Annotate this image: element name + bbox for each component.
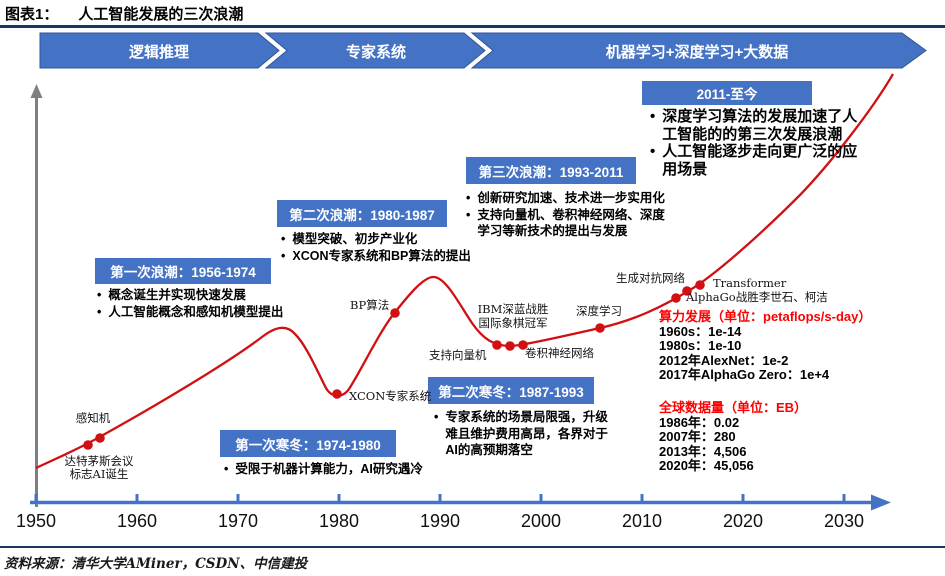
list-item: • 深度学习算法的发展加速了人工智能的的第三次发展浪潮	[650, 108, 858, 143]
figure-number: 图表1：	[5, 6, 59, 23]
bullet-icon: •	[466, 207, 471, 222]
list-item: • XCON专家系统和BP算法的提出	[281, 248, 471, 263]
annotation-cnn: 卷积神经网络	[525, 346, 594, 360]
compute-stats-title: 算力发展（单位：petaflops/s-day）	[659, 309, 872, 324]
bullet-icon: •	[281, 232, 286, 246]
winter1-title-box: 第一次寒冬：1974-1980	[220, 430, 396, 457]
wave1-bullets: • 概念诞生并实现快速发展 • 人工智能概念和感知机模型提出	[92, 287, 327, 320]
figure-header: 图表1： 人工智能发展的三次浪潮	[5, 3, 243, 24]
winter2-title-box: 第二次寒冬：1987-1993	[428, 377, 594, 404]
ai-development-curve	[35, 73, 894, 470]
bullet-icon: •	[650, 143, 656, 160]
bullet-icon: •	[97, 304, 102, 319]
bullet-icon: •	[466, 191, 471, 205]
wave2-title-box: 第二次浪潮：1980-1987	[277, 200, 447, 227]
banner-label-expert-systems: 专家系统	[345, 44, 407, 61]
annotation-perceptron: 感知机	[75, 411, 111, 425]
event-dot-svm	[492, 340, 502, 350]
banner-chevron-1	[39, 32, 280, 69]
event-dot-cnn	[518, 340, 528, 350]
page-title: 人工智能发展的三次浪潮	[78, 6, 244, 23]
wave1-title-box: 第一次浪潮：1956-1974	[95, 258, 271, 284]
wave4-title-box: 2011-至今	[642, 81, 812, 105]
x-tick-2010: 2010	[621, 511, 663, 531]
annotation-deeplearning: 深度学习	[576, 304, 622, 318]
x-tick-1950: 1950	[15, 511, 57, 531]
event-dot-transformer	[695, 280, 705, 290]
wave3-title-box: 第三次浪潮：1993-2011	[466, 157, 636, 184]
banner-chevron-2	[264, 32, 486, 69]
top-rule	[0, 25, 945, 28]
banner-label-logic: 逻辑推理	[128, 44, 190, 61]
list-item: • 创新研究加速、技术进一步实用化	[466, 191, 665, 205]
list-item: • 模型突破、初步产业化	[281, 232, 418, 246]
stat-line: 1980s：1e-10	[659, 338, 742, 354]
event-dot-deeplearning	[595, 323, 605, 333]
event-dots	[83, 280, 705, 450]
stat-line: 2017年AlphaGo Zero：1e+4	[659, 367, 830, 383]
annotation-bp: BP算法	[350, 298, 390, 312]
x-tick-1960: 1960	[116, 511, 158, 531]
stat-line: 1986年：0.02	[659, 414, 740, 430]
list-item: • 概念诞生并实现快速发展	[97, 288, 246, 302]
banner-chevron-3	[470, 32, 927, 69]
banner-label-ml-dl-bigdata: 机器学习+深度学习+大数据	[605, 44, 789, 61]
x-tick-2020: 2020	[722, 511, 764, 531]
stat-line: 1960s：1e-14	[659, 323, 742, 339]
list-item: • 专家系统的场景局限强，升级难且维护费用高昂，各界对于AI的高预期落空	[434, 410, 608, 457]
annotation-deepblue: IBM深蓝战胜 国际象棋冠军	[477, 302, 549, 330]
x-tick-1970: 1970	[217, 511, 259, 531]
annotation-dartmouth: 达特茅斯会议 标志AI诞生	[64, 454, 134, 481]
wave3-bullets: • 创新研究加速、技术进一步实用化 • 支持向量机、卷积神经网络、深度学习等新技术的…	[461, 190, 686, 240]
list-item: • 支持向量机、卷积神经网络、深度学习等新技术的提出与发展	[466, 207, 665, 239]
x-tick-2030: 2030	[823, 511, 865, 531]
event-dot-gan	[682, 286, 692, 296]
data-volume-stats: 全球数据量（单位：EB） 1986年：0.02 2007年：280 2013年：…	[659, 400, 808, 474]
stat-line: 2012年AlexNet：1e-2	[659, 352, 789, 368]
bottom-rule	[0, 546, 945, 548]
bullet-icon: •	[97, 288, 102, 302]
wave4-bullets: • 深度学习算法的发展加速了人工智能的的第三次发展浪潮 • 人工智能逐步走向更广泛的…	[645, 108, 880, 178]
annotation-transformer: Transformer	[713, 276, 787, 290]
annotation-gan: 生成对抗网络	[616, 271, 685, 285]
bullet-icon: •	[224, 462, 229, 476]
annotation-svm: 支持向量机	[429, 348, 487, 362]
stat-line: 2020年：45,056	[659, 458, 754, 474]
compute-stats: 算力发展（单位：petaflops/s-day） 1960s：1e-14 198…	[659, 309, 872, 383]
x-tick-2000: 2000	[520, 511, 562, 531]
list-item: • 人工智能概念和感知机模型提出	[97, 304, 284, 319]
y-axis-arrowhead	[30, 84, 43, 98]
event-dot-dartmouth	[83, 440, 93, 450]
source-note: 资料来源：清华大学AMiner，CSDN、中信建投	[4, 556, 308, 572]
stat-line: 2013年：4,506	[659, 443, 747, 459]
list-item: • 人工智能逐步走向更广泛的应用场景	[650, 143, 858, 178]
event-dot-xcon	[332, 389, 342, 399]
winter1-bullets: • 受限于机器计算能力，AI研究遇冷	[219, 461, 489, 478]
x-tick-1990: 1990	[419, 511, 461, 531]
stat-line: 2007年：280	[659, 429, 736, 445]
event-dot-deepblue	[505, 341, 515, 351]
bullet-icon: •	[650, 108, 656, 125]
winter2-bullets: • 专家系统的场景局限强，升级难且维护费用高昂，各界对于AI的高预期落空	[429, 409, 619, 459]
event-dot-alphago	[671, 293, 681, 303]
x-axis-ticks	[34, 494, 846, 501]
annotation-xcon: XCON专家系统	[349, 389, 432, 403]
x-axis-arrowhead	[871, 494, 891, 511]
bullet-icon: •	[434, 410, 439, 424]
data-volume-stats-title: 全球数据量（单位：EB）	[659, 400, 808, 415]
x-tick-1980: 1980	[318, 511, 360, 531]
event-dot-bp	[390, 308, 400, 318]
bullet-icon: •	[281, 248, 286, 263]
event-dot-perceptron	[95, 433, 105, 443]
wave2-bullets: • 模型突破、初步产业化 • XCON专家系统和BP算法的提出	[276, 231, 504, 264]
list-item: • 受限于机器计算能力，AI研究遇冷	[224, 462, 423, 476]
annotation-alphago: AlphaGo战胜李世石、柯洁	[686, 290, 828, 304]
